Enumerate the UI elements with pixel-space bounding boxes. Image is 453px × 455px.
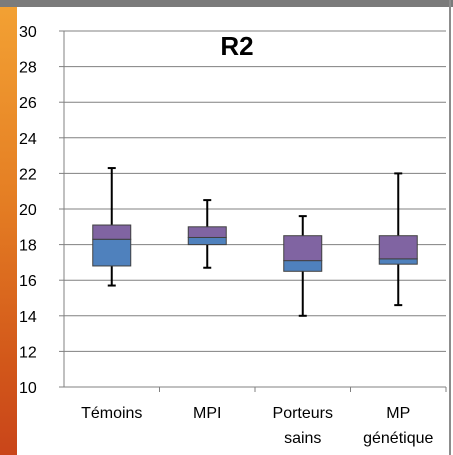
lower-box-q1-median <box>378 258 418 265</box>
upper-box-median-q3 <box>378 235 418 260</box>
lower-box-q1-median <box>187 236 227 246</box>
boxes <box>92 167 418 317</box>
y-tick-label-16: 16 <box>19 273 37 290</box>
box-4 <box>378 172 418 307</box>
y-tick-label-10: 10 <box>19 380 37 397</box>
x-category-label-1: Témoins <box>81 405 142 422</box>
y-tick-label-22: 22 <box>19 166 37 183</box>
lower-box-q1-median <box>92 238 132 267</box>
y-tick-label-14: 14 <box>19 309 37 326</box>
y-tick-label-30: 30 <box>19 24 37 41</box>
grid-lines <box>64 30 446 352</box>
x-category-label-4-line-2: génétique <box>363 430 433 447</box>
box-3 <box>283 215 323 317</box>
upper-box-median-q3 <box>283 235 323 262</box>
box-1 <box>92 167 132 287</box>
chart-title: R2 <box>220 31 253 61</box>
y-tick-label-18: 18 <box>19 238 37 255</box>
slide-right-border <box>449 0 451 455</box>
x-category-label-3: Porteurs <box>273 405 333 422</box>
x-category-label-3-line-2: sains <box>284 430 321 447</box>
upper-box-median-q3 <box>187 226 227 238</box>
slide-accent-stripe <box>0 0 17 455</box>
x-category-labels: Témoins MPI Porteurs sains MP génétique <box>81 405 433 447</box>
x-category-label-4: MP <box>386 405 410 422</box>
y-tick-label-26: 26 <box>19 95 37 112</box>
y-tick-label-20: 20 <box>19 202 37 219</box>
x-category-label-2: MPI <box>193 405 221 422</box>
lower-box-q1-median <box>283 260 323 272</box>
y-tick-label-24: 24 <box>19 131 37 148</box>
y-tick-label-28: 28 <box>19 60 37 77</box>
y-tick-label-12: 12 <box>19 344 37 361</box>
y-tick-labels: 10 12 14 16 18 20 22 24 26 28 30 <box>19 24 37 397</box>
box-2 <box>187 199 227 269</box>
slide-top-border <box>0 0 453 7</box>
axes <box>59 30 447 392</box>
upper-box-median-q3 <box>92 224 132 240</box>
